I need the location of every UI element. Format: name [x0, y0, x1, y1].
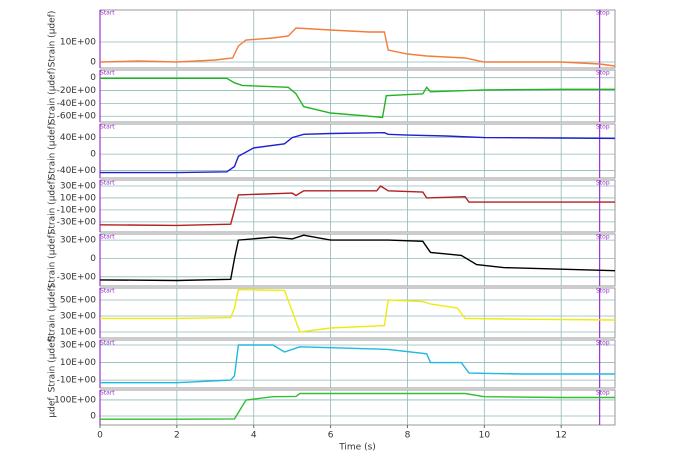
marker-label: Stop [596, 390, 610, 397]
y-axis-label: µdef [48, 397, 58, 418]
y-tick-label: 10E+00 [60, 358, 96, 368]
panel [99, 179, 616, 233]
y-tick-label: 10E+00 [60, 193, 96, 203]
y-axis-label: Strain (µdef) [48, 123, 58, 180]
y-tick-label: 0 [90, 254, 96, 264]
x-tick-label: 12 [555, 431, 566, 441]
marker-label: Start [100, 180, 115, 187]
y-tick-label: -30E+00 [57, 217, 97, 227]
y-tick-label: 0 [90, 150, 96, 160]
y-tick-label: 10E+00 [60, 328, 96, 338]
x-tick-label: 2 [174, 431, 180, 441]
marker-label: Start [100, 124, 115, 131]
x-tick-label: 10 [479, 431, 491, 441]
y-axis-label: Strain (µdef) [48, 285, 58, 342]
y-tick-label: 40E+00 [60, 133, 96, 143]
x-tick-label: 6 [328, 431, 334, 441]
series-line [100, 392, 615, 420]
marker-label: Stop [596, 10, 610, 17]
marker-label: Start [100, 288, 115, 295]
series-line [100, 131, 616, 174]
marker-label: Start [100, 390, 115, 397]
marker-label: Start [100, 70, 115, 77]
y-tick-label: -10E+00 [57, 205, 97, 215]
marker-label: Stop [596, 234, 610, 241]
marker-label: Stop [596, 180, 610, 187]
y-axis-label: Strain (µdef) [48, 336, 58, 393]
panel [99, 287, 616, 339]
panel [99, 233, 616, 287]
series-line [100, 77, 615, 119]
y-tick-label: 0 [90, 58, 96, 68]
x-tick-label: 4 [251, 431, 257, 441]
series-line [99, 185, 615, 227]
y-tick-label: 30E+00 [60, 341, 96, 351]
series-line [100, 344, 615, 384]
marker-label: Stop [596, 288, 610, 295]
marker-label: Start [100, 234, 115, 241]
y-tick-label: 50E+00 [60, 296, 96, 306]
y-tick-label: -20E+00 [57, 86, 97, 96]
y-tick-label: 0 [90, 412, 96, 422]
y-tick-label: 30E+00 [60, 312, 96, 322]
marker-label: Stop [596, 340, 610, 347]
y-axis-label: Strain (µdef) [48, 178, 58, 235]
y-tick-label: -60E+00 [57, 112, 97, 122]
x-tick-label: 0 [97, 431, 103, 441]
y-axis-label: Strain (µdef) [48, 11, 58, 68]
y-tick-label: 0 [90, 73, 96, 83]
y-tick-label: 10E+00 [60, 38, 96, 48]
x-tick-label: 8 [405, 431, 411, 441]
series-line [100, 288, 616, 333]
marker-label: Stop [596, 70, 610, 77]
marker-label: Start [100, 10, 115, 17]
y-tick-label: -40E+00 [57, 166, 97, 176]
marker-label: Stop [596, 124, 610, 131]
y-axis-label: Strain (µdef) [48, 232, 58, 289]
y-tick-label: -10E+00 [57, 376, 97, 386]
y-tick-label: 30E+00 [60, 236, 96, 246]
y-tick-label: -40E+00 [57, 99, 97, 109]
series-line [99, 234, 616, 282]
x-axis-label: Time (s) [338, 443, 376, 453]
y-tick-label: 30E+00 [60, 181, 96, 191]
y-axis-label: Strain (µdef) [48, 68, 58, 125]
panel [99, 9, 616, 69]
y-tick-label: 100E+00 [54, 395, 96, 405]
marker-label: Start [100, 340, 115, 347]
series-line [99, 27, 616, 67]
y-tick-label: -30E+00 [57, 272, 97, 282]
